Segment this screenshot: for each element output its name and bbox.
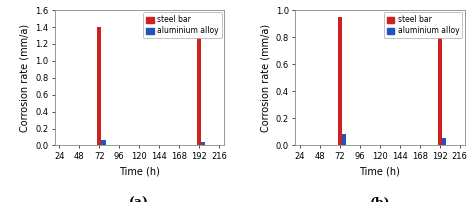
Legend: steel bar, aluminium alloy: steel bar, aluminium alloy <box>143 12 222 38</box>
Bar <box>342 134 346 145</box>
X-axis label: Time (h): Time (h) <box>119 166 160 176</box>
Text: (b): (b) <box>370 197 390 202</box>
Bar <box>197 34 201 145</box>
Bar <box>438 36 442 145</box>
X-axis label: Time (h): Time (h) <box>359 166 400 176</box>
Bar <box>201 142 205 145</box>
Bar <box>101 140 106 145</box>
Bar <box>338 17 342 145</box>
Text: (a): (a) <box>129 197 149 202</box>
Bar <box>97 27 101 145</box>
Y-axis label: Corrosion rate (mm/a): Corrosion rate (mm/a) <box>19 24 29 132</box>
Y-axis label: Corrosion rate (mm/a): Corrosion rate (mm/a) <box>260 24 270 132</box>
Bar <box>442 138 446 145</box>
Legend: steel bar, aluminium alloy: steel bar, aluminium alloy <box>384 12 462 38</box>
